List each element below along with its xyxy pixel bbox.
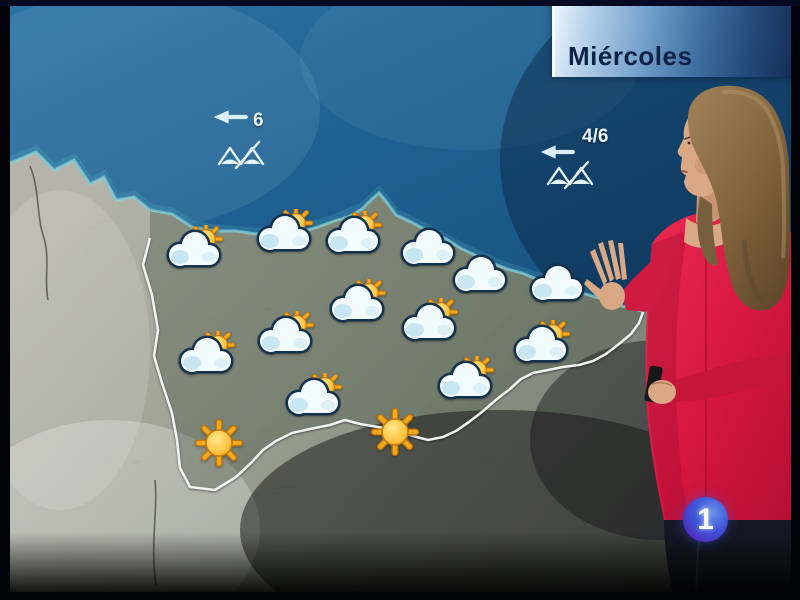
frame-edge-left — [0, 0, 10, 600]
cloud-icon — [524, 259, 588, 311]
sun-cloud-icon — [280, 373, 344, 425]
sun-icon — [187, 417, 251, 469]
sea-state-icon — [546, 160, 594, 190]
bottom-vignette — [0, 520, 800, 600]
sea-state-icon — [217, 140, 265, 170]
sun-cloud-icon — [173, 331, 237, 383]
channel-logo: 1 — [683, 497, 728, 542]
sun-cloud-icon — [324, 279, 388, 331]
sun-cloud-icon — [251, 209, 315, 261]
day-label: Miércoles — [568, 41, 693, 71]
frame-edge-bottom — [0, 592, 800, 600]
sun-icon — [363, 406, 427, 458]
region-border — [141, 237, 645, 492]
wind-arrow-left-icon — [213, 110, 248, 124]
cloud-icon — [447, 250, 511, 302]
channel-logo-number: 1 — [697, 502, 714, 536]
frame-edge-top — [0, 0, 800, 6]
wind-indicator-east: 4/6 — [530, 126, 626, 202]
wind-indicator-west: 6 — [205, 100, 301, 176]
sun-cloud-icon — [396, 298, 460, 350]
sun-cloud-icon — [508, 320, 572, 372]
sun-cloud-icon — [252, 311, 316, 363]
wind-speed-label: 4/6 — [582, 126, 609, 147]
wind-speed-label: 6 — [253, 110, 264, 131]
day-banner: Miércoles — [552, 3, 800, 77]
frame-edge-right — [791, 0, 800, 600]
sun-cloud-icon — [432, 356, 496, 408]
wind-arrow-left-icon — [540, 145, 575, 159]
sun-cloud-icon — [320, 211, 384, 263]
sun-cloud-icon — [161, 225, 225, 277]
